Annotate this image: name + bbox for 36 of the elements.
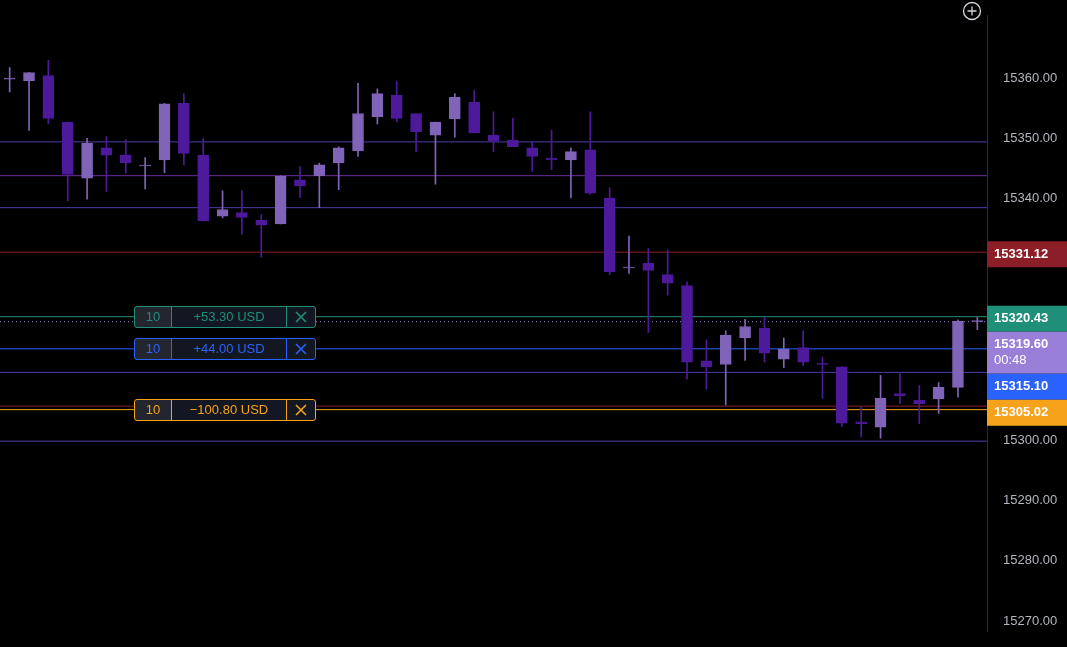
candlestick [565, 147, 577, 199]
candlestick [139, 157, 151, 190]
y-tick-label: 15270.00 [1003, 612, 1058, 628]
annotation: −100.80 USD [172, 399, 287, 420]
candlestick [507, 118, 519, 148]
candlestick [23, 72, 35, 131]
candlestick [3, 67, 16, 93]
annotation: 10 [135, 306, 172, 327]
ref-line-label: 15331.12 [994, 245, 1049, 261]
annotation: 10 [135, 338, 172, 359]
y-tick-label: 15290.00 [1003, 491, 1058, 507]
candlestick [894, 373, 906, 405]
candlestick [661, 249, 674, 296]
y-tick-label: 15360.00 [1003, 69, 1058, 85]
candlestick [236, 190, 248, 235]
annotation: 10 [135, 399, 172, 420]
ref-line-label: 15305.02 [994, 404, 1049, 420]
text: 00:48 [994, 352, 1027, 368]
y-tick-label: 15280.00 [1003, 552, 1058, 568]
annotation: +53.30 USD [172, 306, 287, 327]
position-tag: 10 −100.80 USD [134, 398, 316, 421]
ref-line-label: 15320.43 [994, 310, 1049, 326]
position-tag: 10 +44.00 USD [134, 337, 316, 360]
annotation: +44.00 USD [172, 338, 287, 359]
candlestick [642, 248, 655, 333]
y-tick-label: 15340.00 [1003, 190, 1058, 206]
ref-line-label: 15315.10 [994, 378, 1049, 394]
candlestick [971, 317, 984, 330]
y-tick-label: 15300.00 [1003, 431, 1058, 447]
ref-line-label: 15319.60 [994, 336, 1049, 352]
candlestick [623, 235, 635, 274]
y-tick-label: 15350.00 [1003, 129, 1058, 145]
position-tag: 10 +53.30 USD [134, 305, 316, 328]
candlestick [855, 406, 868, 438]
candlestick [913, 385, 926, 424]
candlestick [119, 139, 132, 174]
